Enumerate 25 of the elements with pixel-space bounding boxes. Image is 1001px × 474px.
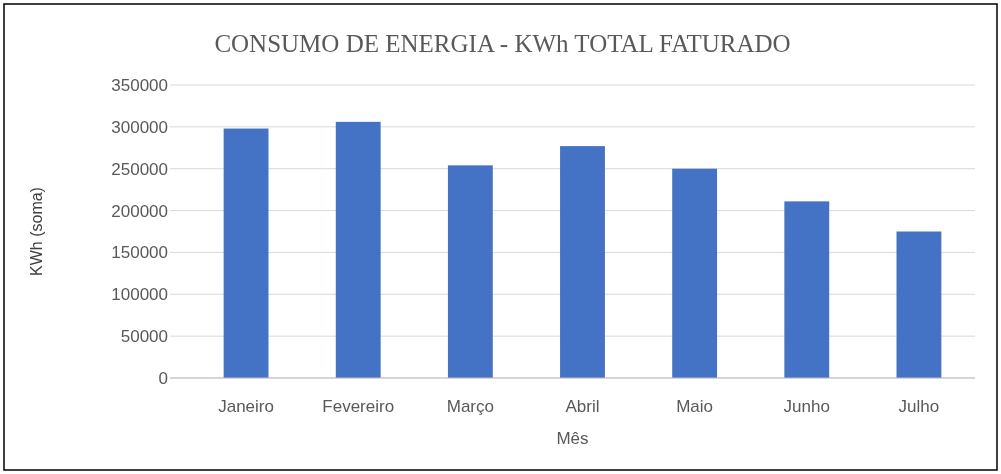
y-tick-label: 350000: [111, 76, 168, 95]
x-tick-label: Março: [446, 397, 494, 416]
y-tick-label: 150000: [111, 243, 168, 263]
x-tick-label: Julho: [898, 397, 940, 416]
bar: [784, 201, 830, 378]
y-tick-label: 200000: [111, 201, 168, 221]
x-tick-label: Maio: [676, 397, 714, 416]
chart-title: CONSUMO DE ENERGIA - KWh TOTAL FATURADO: [214, 30, 791, 57]
y-tick-label: 50000: [120, 327, 168, 347]
y-tick-label: 0: [158, 369, 168, 388]
bar: [672, 168, 718, 378]
x-tick-label: Janeiro: [218, 397, 274, 416]
y-tick-label: 100000: [111, 285, 168, 305]
y-tick-label: 250000: [111, 159, 168, 179]
x-tick-label: Junho: [783, 397, 830, 416]
bar: [335, 121, 381, 378]
bar: [560, 146, 605, 378]
x-tick-label: Fevereiro: [322, 397, 395, 416]
bar: [223, 128, 269, 378]
x-tick-label: Abril: [565, 397, 600, 416]
bar: [896, 231, 942, 378]
y-tick-label: 300000: [111, 117, 168, 137]
bar: [447, 165, 493, 378]
y-axis-title: KWh (soma): [28, 187, 45, 276]
x-axis-title: Mês: [556, 429, 589, 448]
